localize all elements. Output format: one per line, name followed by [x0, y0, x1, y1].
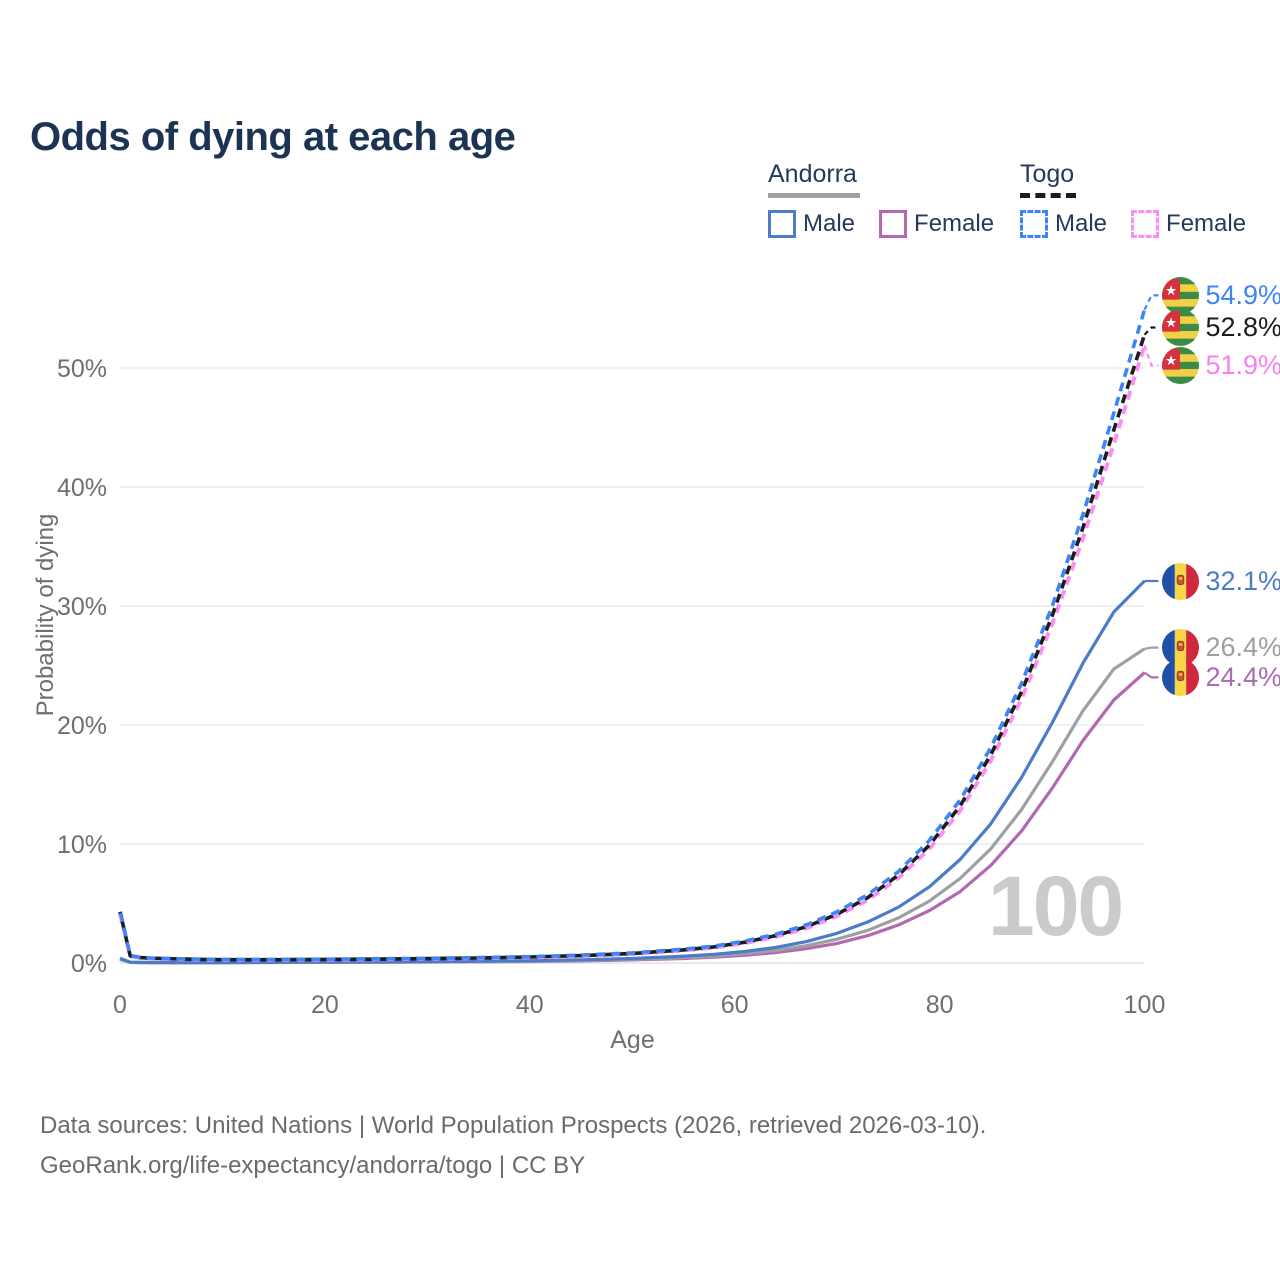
andorra-line-style-sample: [768, 193, 860, 198]
y-tick-label: 10%: [57, 831, 107, 859]
legend-group-togo: Togo Male Female: [1020, 160, 1246, 238]
y-tick-label: 0%: [71, 950, 107, 978]
legend-label-togo-female: Female: [1166, 210, 1247, 237]
togo-female-swatch-icon: [1131, 210, 1160, 238]
end-value-label: 54.9%: [1205, 279, 1280, 310]
y-tick-label: 30%: [57, 593, 107, 621]
label-connector-togo-male: [1143, 294, 1159, 311]
y-tick-label: 20%: [57, 712, 107, 740]
end-label-andorra-both-sexes: 26.4%: [1161, 629, 1280, 667]
legend-country-label-andorra: Andorra: [768, 160, 857, 188]
legend-item-togo-female[interactable]: Female: [1131, 210, 1246, 238]
label-connector-andorra-female: [1143, 671, 1159, 679]
x-tick-label: 20: [311, 991, 339, 1019]
label-connector-andorra-both: [1144, 646, 1159, 650]
label-connector-togo-female: [1143, 345, 1159, 367]
end-label-andorra-male: 32.1%: [1161, 562, 1280, 600]
legend-item-andorra-female[interactable]: Female: [879, 210, 994, 238]
end-label-togo-male: ★ 54.9%: [1161, 276, 1280, 314]
andorra-flag-icon: [1161, 562, 1199, 600]
legend-label-andorra-male: Male: [803, 210, 856, 237]
x-tick-label: 0: [113, 991, 127, 1019]
x-axis-title: Age: [610, 1026, 655, 1054]
x-tick-label: 60: [721, 991, 749, 1019]
svg-text:★: ★: [1164, 353, 1176, 368]
end-label-andorra-female: 24.4%: [1161, 658, 1280, 696]
data-sources-line: Data sources: United Nations | World Pop…: [40, 1112, 987, 1139]
svg-text:★: ★: [1164, 283, 1176, 298]
page-title: Odds of dying at each age: [30, 114, 516, 159]
togo-flag-icon: ★: [1161, 309, 1199, 347]
end-value-label: 52.8%: [1205, 312, 1280, 343]
age-watermark: 100: [988, 859, 1124, 953]
y-tick-label: 50%: [57, 355, 107, 383]
attribution-line: GeoRank.org/life-expectancy/andorra/togo…: [40, 1152, 586, 1179]
andorra-female-swatch-icon: [879, 210, 908, 238]
togo-line-style-sample: [1020, 193, 1076, 198]
legend-item-andorra-male[interactable]: Male: [768, 210, 855, 238]
series-line-togo-female: [118, 344, 1147, 962]
x-tick-label: 80: [926, 991, 954, 1019]
andorra-male-swatch-icon: [768, 210, 796, 238]
x-tick-label: 40: [516, 991, 544, 1019]
legend-country-andorra[interactable]: Andorra: [768, 160, 994, 198]
y-axis-title: Probability of dying: [32, 513, 59, 717]
legend-label-andorra-female: Female: [914, 210, 995, 237]
end-value-label: 24.4%: [1205, 661, 1280, 692]
label-connector-togo-both: [1143, 326, 1159, 336]
legend-group-andorra: Andorra Male Female: [768, 160, 994, 238]
legend-item-togo-male[interactable]: Male: [1020, 210, 1107, 238]
series-line-andorra-male: [119, 579, 1146, 965]
andorra-flag-icon: [1161, 658, 1199, 696]
end-value-label: 51.9%: [1205, 350, 1280, 381]
legend-label-togo-male: Male: [1055, 210, 1108, 237]
series-line-togo-both: [118, 334, 1147, 962]
end-label-togo-female: ★ 51.9%: [1161, 347, 1280, 385]
legend-country-label-togo: Togo: [1020, 160, 1075, 188]
footer: Data sources: United Nations | World Pop…: [40, 1106, 986, 1186]
svg-text:★: ★: [1164, 315, 1176, 330]
togo-flag-icon: ★: [1161, 347, 1199, 385]
end-value-label: 32.1%: [1205, 565, 1280, 596]
togo-male-swatch-icon: [1020, 210, 1048, 238]
end-value-label: 26.4%: [1205, 632, 1280, 663]
legend-country-togo[interactable]: Togo: [1020, 160, 1246, 198]
y-tick-label: 40%: [57, 474, 107, 502]
andorra-flag-icon: [1161, 629, 1199, 667]
x-tick-label: 100: [1124, 991, 1166, 1019]
end-label-togo-both-sexes: ★ 52.8%: [1161, 309, 1280, 347]
